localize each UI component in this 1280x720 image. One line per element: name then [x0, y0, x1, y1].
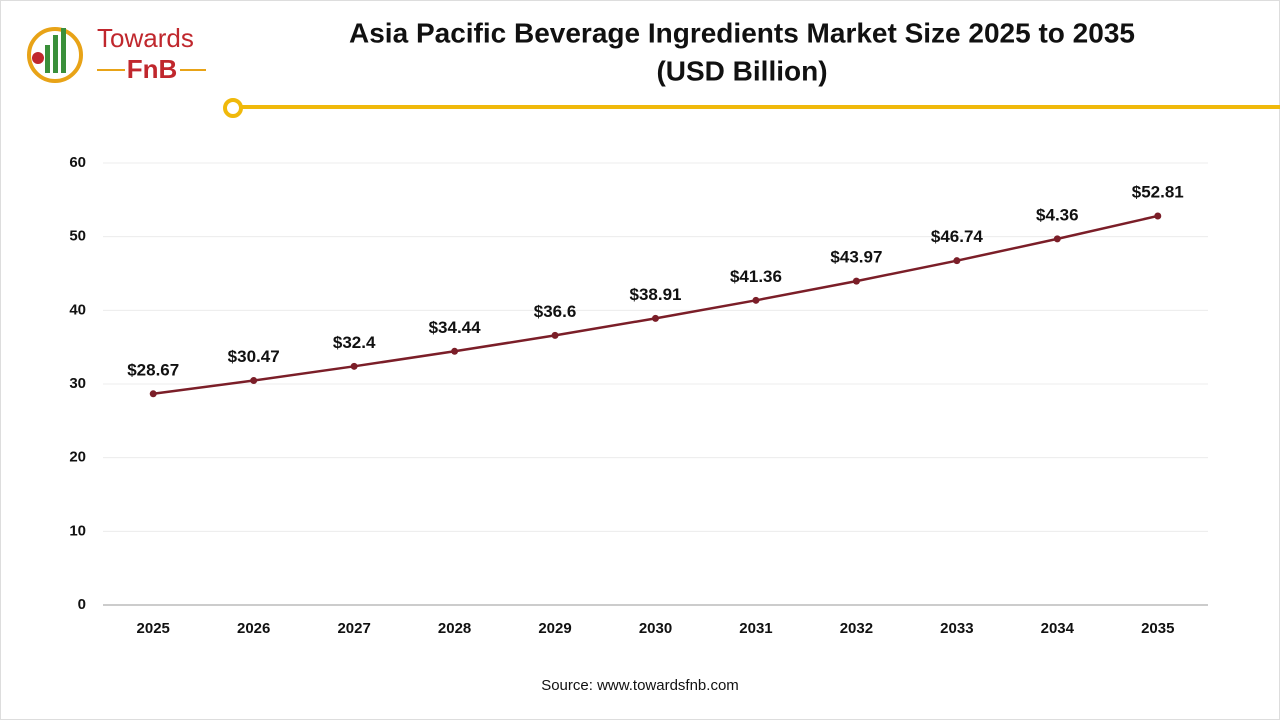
- y-tick-label: 60: [69, 154, 86, 171]
- x-tick-label: 2027: [337, 620, 370, 637]
- point: [652, 314, 659, 322]
- y-tick-label: 10: [69, 522, 86, 539]
- x-tick-label: 2034: [1041, 620, 1075, 637]
- y-tick-label: 0: [78, 596, 86, 613]
- x-tick-label: 2035: [1141, 620, 1174, 637]
- logo: Towards FnB: [27, 23, 206, 84]
- y-tick-label: 20: [69, 449, 86, 466]
- x-tick-label: 2033: [940, 620, 973, 637]
- point: [752, 296, 760, 304]
- x-tick-label: 2025: [137, 620, 170, 637]
- logo-name: Towards: [97, 23, 194, 53]
- point: [149, 390, 157, 398]
- x-tick-label: 2030: [639, 620, 672, 637]
- x-tick-label: 2029: [538, 620, 571, 637]
- point: [451, 347, 459, 355]
- logo-bar: [61, 28, 66, 73]
- data-label: $34.44: [429, 318, 482, 337]
- point: [250, 377, 258, 385]
- data-label: $43.97: [830, 248, 882, 267]
- y-tick-label: 40: [69, 301, 86, 318]
- data-label: $36.6: [534, 302, 577, 321]
- point: [1154, 212, 1162, 220]
- chart-subtitle: (USD Billion): [656, 55, 827, 86]
- y-tick-label: 30: [69, 375, 86, 392]
- logo-dot: [32, 52, 44, 64]
- logo-bar: [53, 35, 58, 73]
- source: Source: www.towardsfnb.com: [541, 677, 739, 694]
- chart-title: Asia Pacific Beverage Ingredients Market…: [349, 17, 1135, 48]
- point: [1053, 235, 1061, 243]
- x-tick-label: 2031: [739, 620, 772, 637]
- data-label: $46.74: [931, 227, 984, 246]
- point: [350, 362, 358, 370]
- x-tick-label: 2026: [237, 620, 270, 637]
- point: [953, 257, 961, 265]
- point: [551, 331, 559, 339]
- point: [852, 277, 860, 285]
- data-label: $4.36: [1036, 205, 1079, 224]
- data-label: $38.91: [630, 285, 682, 304]
- logo-bar: [45, 45, 50, 73]
- header-rule-dot: [223, 98, 243, 118]
- data-label: $32.4: [333, 333, 376, 352]
- data-label: $41.36: [730, 267, 782, 286]
- data-label: $30.47: [228, 347, 280, 366]
- logo-sub: FnB: [127, 54, 178, 84]
- data-label: $28.67: [127, 360, 179, 379]
- x-tick-label: 2032: [840, 620, 873, 637]
- y-tick-label: 50: [69, 228, 86, 245]
- x-tick-label: 2028: [438, 620, 471, 637]
- data-label: $52.81: [1132, 182, 1184, 201]
- logo-ring: [27, 27, 83, 83]
